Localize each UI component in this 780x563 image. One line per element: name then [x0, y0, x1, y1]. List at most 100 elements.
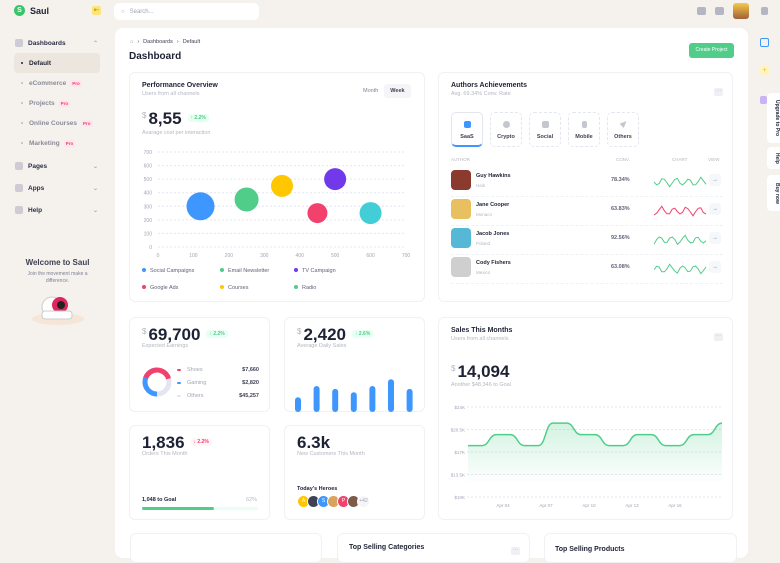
view-arrow-button[interactable]: →: [709, 174, 721, 186]
welcome-title: Welcome to Saul: [25, 258, 90, 267]
legend-label: Email Newsletter: [228, 268, 270, 274]
x-tick-label: 300: [260, 253, 269, 259]
toggle-week[interactable]: Week: [384, 84, 411, 98]
bar[interactable]: [350, 392, 357, 412]
code-icon[interactable]: [760, 96, 767, 104]
pro-badge: Pro: [63, 139, 76, 147]
legend-label: Social Campaigns: [150, 268, 195, 274]
view-arrow-button[interactable]: →: [709, 261, 721, 273]
search-input[interactable]: ○ Search...: [114, 3, 259, 20]
sidebar-item-online-courses[interactable]: Online Courses Pro: [14, 113, 100, 133]
kpi-caption: Expected Earnings: [142, 343, 189, 349]
bar[interactable]: [313, 385, 320, 412]
collapse-sidebar-icon[interactable]: ⇤: [92, 6, 101, 15]
ship-icon[interactable]: [697, 7, 706, 15]
kpi-caption: Average Daily Sales: [297, 343, 347, 349]
tab-label: SaaS: [460, 134, 474, 140]
plus-icon[interactable]: +: [760, 66, 769, 75]
home-icon[interactable]: ⌂: [130, 39, 134, 45]
upgrade-to-pro-tab[interactable]: Upgrade to Pro: [767, 93, 780, 143]
tab-label: Others: [614, 134, 632, 140]
help-tab[interactable]: Help: [767, 147, 780, 169]
y-tick-label: $13.5K: [451, 473, 465, 478]
bar[interactable]: [388, 379, 394, 412]
breadcrumb-dashboards[interactable]: Dashboards: [143, 39, 173, 45]
sidebar-item-default[interactable]: Default: [14, 53, 100, 73]
tab-saas[interactable]: SaaS: [451, 112, 483, 147]
more-heroes[interactable]: +42: [357, 495, 370, 508]
earnings-item: Shoes $7,660: [177, 364, 259, 377]
goal-progress-bar: [142, 507, 258, 510]
item-value: $7,660: [242, 367, 259, 374]
bubble-google-ads[interactable]: [307, 203, 328, 224]
bar[interactable]: [406, 388, 413, 412]
bubble-social-campaigns[interactable]: [186, 192, 215, 221]
bottom-card: [130, 533, 322, 563]
author-name: Jane Cooper: [476, 202, 510, 208]
calendar-icon[interactable]: [760, 38, 769, 47]
tab-others[interactable]: Others: [607, 112, 639, 147]
bar[interactable]: [332, 388, 339, 412]
y-tick-label: $24K: [454, 405, 465, 410]
x-tick-label: 100: [189, 253, 198, 259]
legend-item[interactable]: TV Campaign: [294, 268, 374, 274]
more-options-icon[interactable]: ···: [511, 547, 520, 555]
bar[interactable]: [369, 385, 376, 412]
sidebar-item-dashboards[interactable]: Dashboards ⌃: [14, 33, 100, 53]
sidebar-item-ecommerce[interactable]: eCommerce Pro: [14, 73, 100, 93]
donut-segment-shoes: [142, 367, 172, 397]
legend-item[interactable]: Social Campaigns: [142, 268, 220, 274]
bubble-email-newsletter[interactable]: [234, 187, 259, 212]
chevron-down-icon: ⌄: [92, 185, 98, 192]
legend-label: Google Ads: [150, 285, 179, 291]
sidebar-item-projects[interactable]: Projects Pro: [14, 93, 100, 113]
x-tick-label: 600: [366, 253, 375, 259]
label: Apps: [28, 184, 45, 192]
tab-social[interactable]: Social: [529, 112, 561, 147]
x-tick-label: 700: [402, 253, 411, 259]
bubble-radio[interactable]: [359, 202, 382, 225]
change-badge: ↑ 2.2%: [187, 114, 209, 122]
apps-icon: [15, 184, 23, 192]
more-options-icon[interactable]: ···: [714, 88, 723, 96]
pro-badge: Pro: [58, 99, 71, 107]
notification-icon[interactable]: [715, 7, 724, 15]
more-options-icon[interactable]: ···: [714, 333, 723, 341]
expected-earnings-card: $69,700 ↑ 2.2% Expected Earnings Shoes $7,…: [129, 317, 270, 412]
legend-item[interactable]: Radio: [294, 285, 374, 291]
table-row: Jane Cooper Monaco 63.83% →: [451, 197, 723, 226]
item-label: Shoes: [187, 367, 203, 374]
view-arrow-button[interactable]: →: [709, 232, 721, 244]
legend-item[interactable]: Email Newsletter: [220, 268, 294, 274]
change-badge: ↑ 2.2%: [206, 330, 228, 338]
legend-dot: [294, 268, 298, 272]
kpi-caption: Avarage cost per interaction: [142, 130, 211, 136]
hero-avatar[interactable]: A: [297, 495, 310, 508]
tab-mobile[interactable]: Mobile: [568, 112, 600, 147]
app-logo[interactable]: S Saul: [14, 5, 49, 16]
sidebar-item-apps[interactable]: Apps ⌄: [14, 178, 100, 198]
create-project-button[interactable]: Create Project: [689, 43, 734, 58]
buy-now-tab[interactable]: Buy now: [767, 175, 780, 211]
tab-crypto[interactable]: Crypto: [490, 112, 522, 147]
sidebar-item-help[interactable]: Help ⌄: [14, 200, 100, 220]
bar[interactable]: [295, 397, 301, 412]
legend-item[interactable]: Courses: [220, 285, 294, 291]
legend-bullet: [177, 394, 181, 397]
legend-item[interactable]: Google Ads: [142, 285, 220, 291]
sidebar-item-marketing[interactable]: Marketing Pro: [14, 133, 100, 153]
performance-overview-card: Performance Overview Users from all chann…: [129, 72, 425, 302]
earnings-item: Gaming $2,820: [177, 377, 259, 390]
toggle-month[interactable]: Month: [363, 88, 379, 94]
user-avatar[interactable]: [733, 3, 749, 19]
bubble-tv-campaign[interactable]: [324, 168, 347, 191]
label: Online Courses: [29, 119, 78, 127]
search-icon: ○: [121, 8, 125, 15]
thumbs-up-icon: [541, 121, 549, 128]
sidebar-item-pages[interactable]: Pages ⌄: [14, 156, 100, 176]
view-arrow-button[interactable]: →: [709, 203, 721, 215]
layout-icon[interactable]: [761, 7, 768, 15]
legend-label: Radio: [302, 285, 317, 291]
bubble-courses[interactable]: [271, 174, 293, 197]
x-tick-label: 500: [331, 253, 340, 259]
